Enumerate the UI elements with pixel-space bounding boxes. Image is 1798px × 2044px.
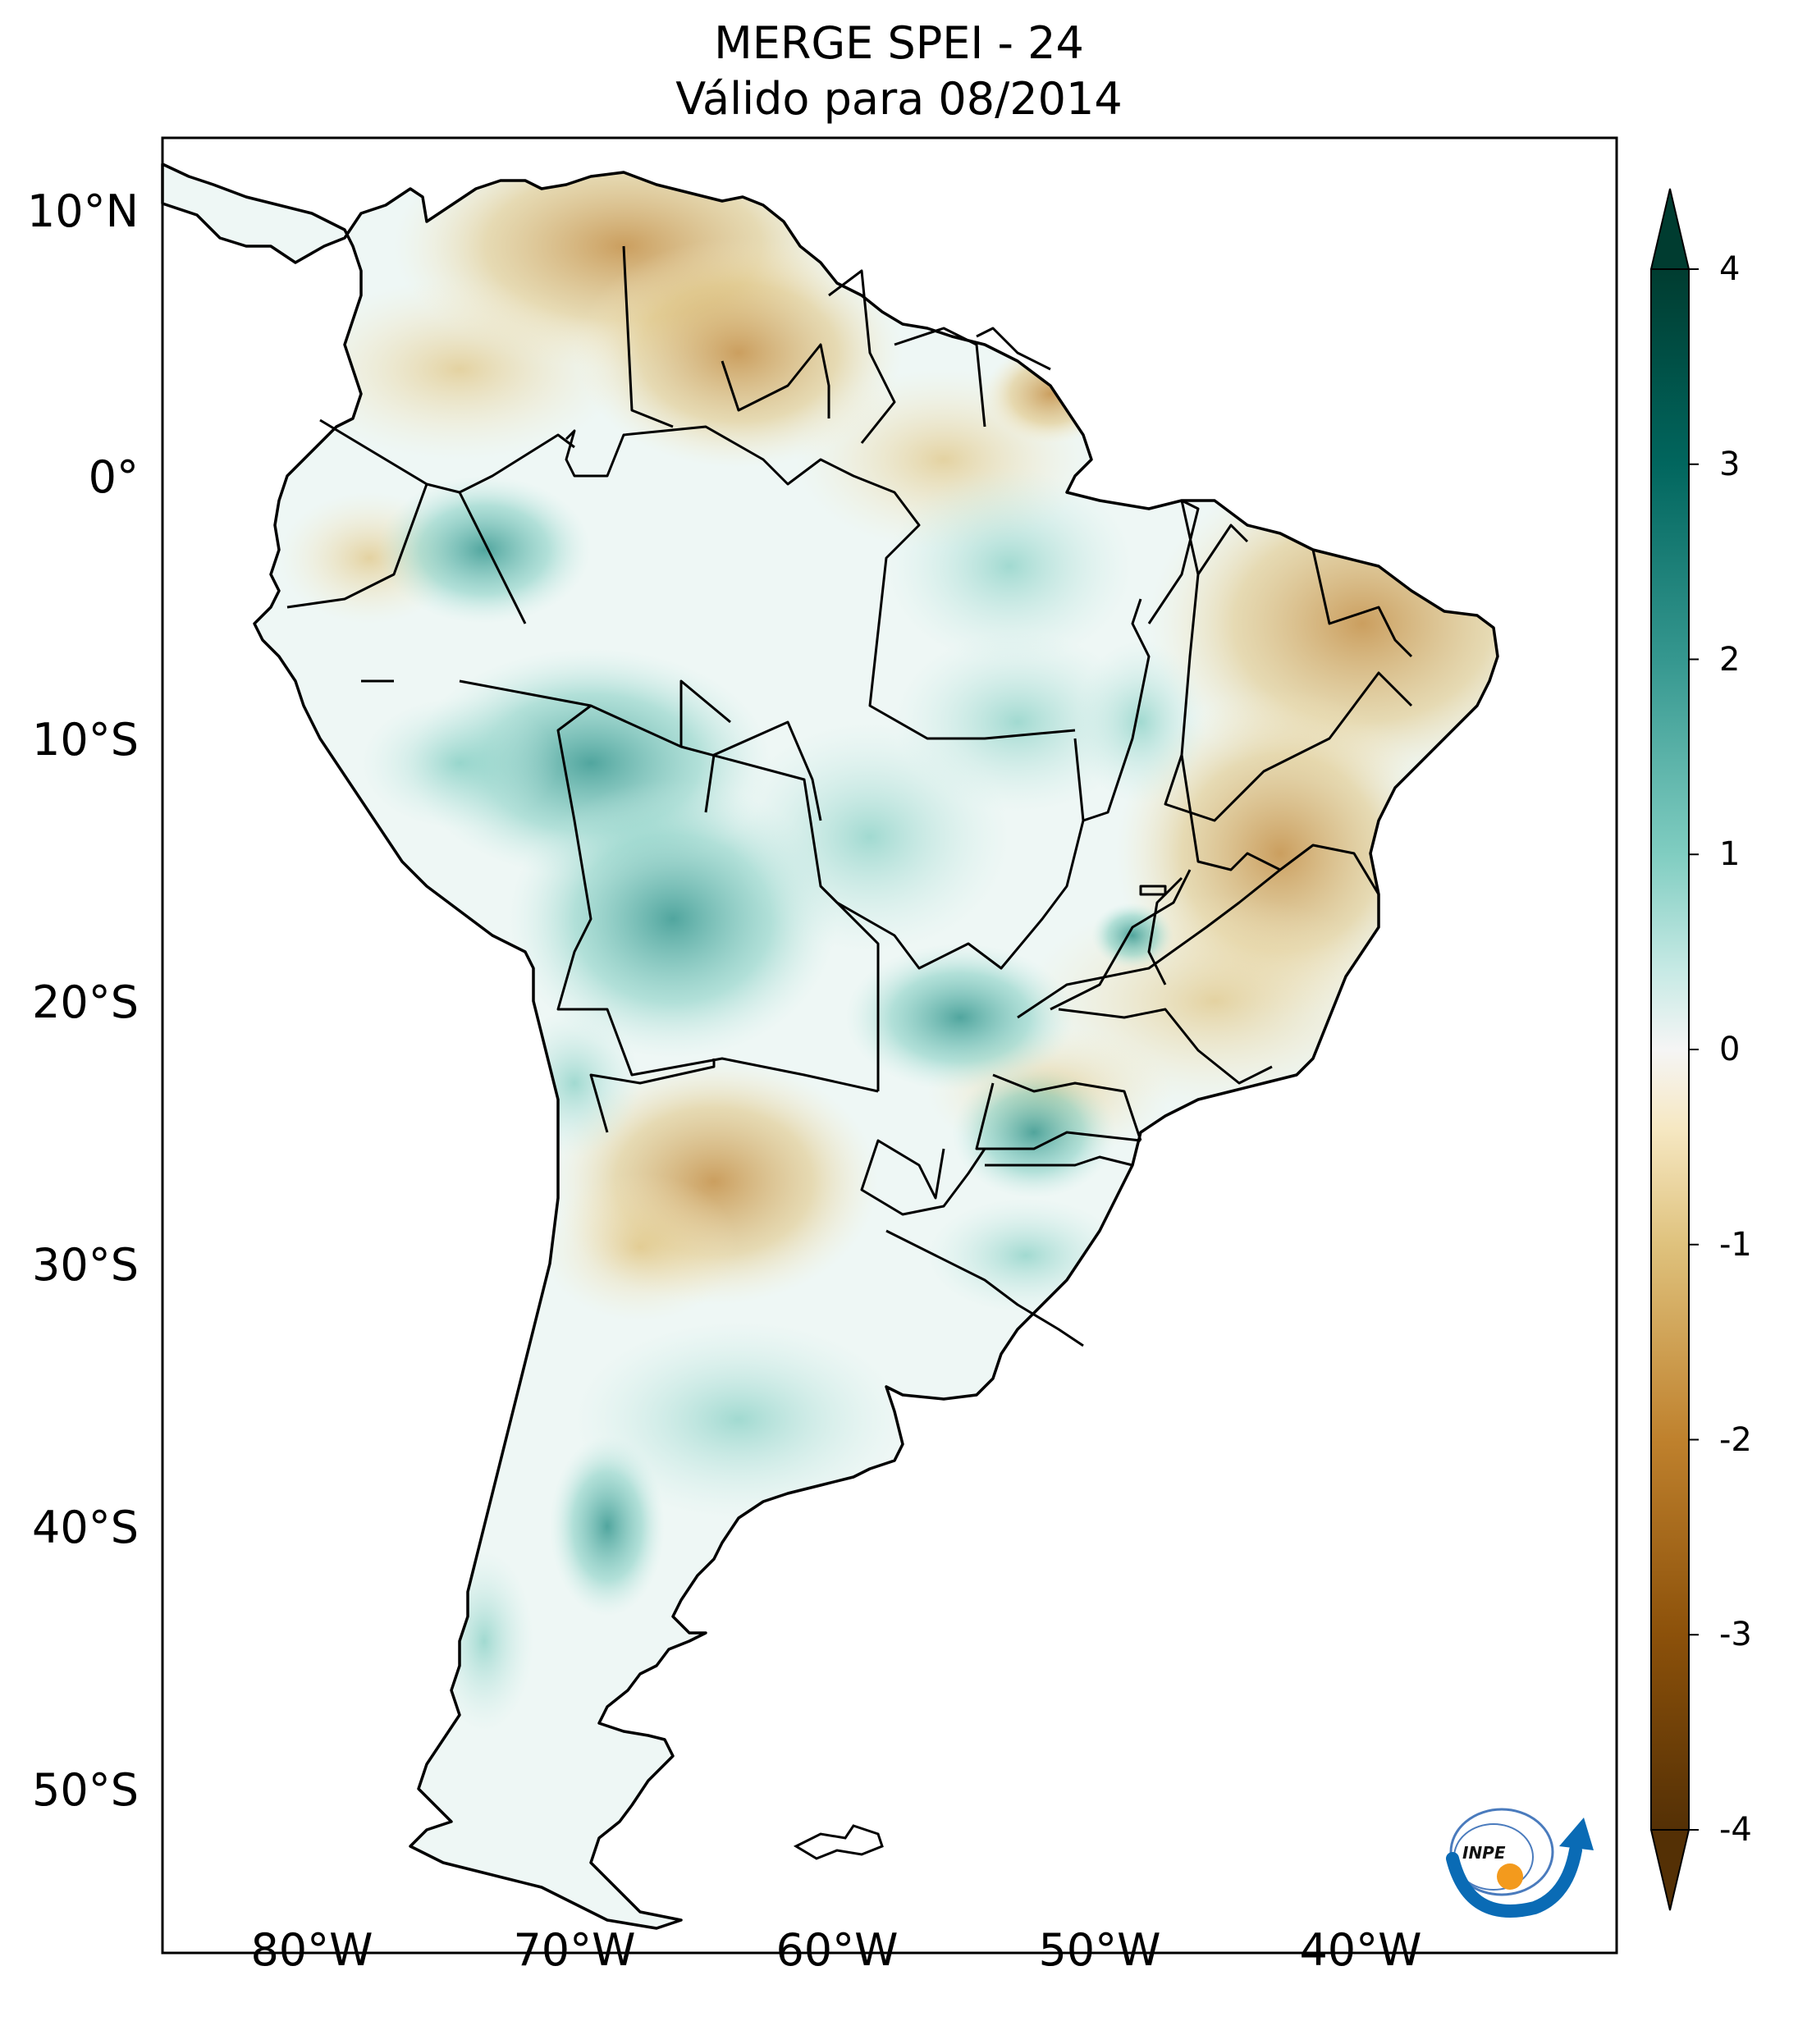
political-borders bbox=[286, 245, 1413, 1347]
colorbar-body bbox=[1650, 268, 1690, 1831]
colorbar-tick-label: -2 bbox=[1719, 1420, 1752, 1459]
colorbar-top-extend bbox=[1649, 188, 1690, 270]
colorbar-tick-label: 2 bbox=[1719, 640, 1741, 679]
lon-tick-label: 50°W bbox=[1038, 1924, 1161, 1976]
falklands-island bbox=[793, 1824, 884, 1860]
lon-tick-label: 60°W bbox=[775, 1924, 899, 1976]
colorbar-tick-label: 4 bbox=[1719, 250, 1741, 288]
colorbar-tick-label: 1 bbox=[1719, 835, 1741, 874]
colorbar-tick-label: 3 bbox=[1719, 445, 1741, 483]
lat-tick-label: 10°N bbox=[26, 185, 139, 237]
lat-tick-label: 40°S bbox=[32, 1502, 139, 1553]
colorbar-tick-label: -1 bbox=[1719, 1225, 1752, 1264]
lon-tick-label: 80°W bbox=[250, 1924, 373, 1976]
lat-tick-label: 20°S bbox=[32, 976, 139, 1028]
lat-tick-label: 10°S bbox=[32, 714, 139, 766]
lat-tick-label: 30°S bbox=[32, 1239, 139, 1291]
lat-tick-label: 0° bbox=[88, 451, 139, 503]
lon-tick-label: 40°W bbox=[1299, 1924, 1422, 1976]
colorbar-bottom-extend bbox=[1649, 1829, 1690, 1911]
colorbar-tick-label: -4 bbox=[1719, 1811, 1752, 1849]
chart-subtitle: Válido para 08/2014 bbox=[675, 73, 1123, 125]
colorbar-tick-label: 0 bbox=[1719, 1031, 1741, 1068]
inpe-logo-text: INPE bbox=[1462, 1843, 1506, 1863]
chart-title: MERGE SPEI - 24 bbox=[714, 17, 1084, 69]
lat-tick-label: 50°S bbox=[32, 1764, 139, 1816]
inpe-logo-icon: INPE bbox=[1446, 1808, 1594, 1918]
lon-tick-label: 70°W bbox=[513, 1924, 636, 1976]
colorbar-tick-label: -3 bbox=[1719, 1616, 1752, 1654]
